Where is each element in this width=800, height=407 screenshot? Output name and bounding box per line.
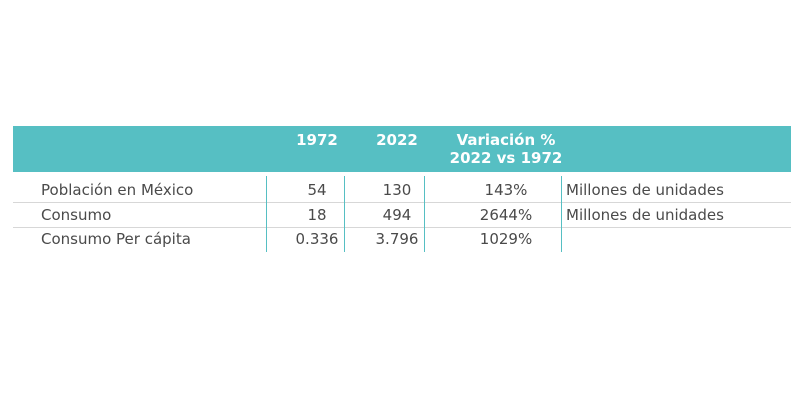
row-label: Consumo [41,206,112,224]
cell-2022: 130 [382,181,412,199]
cell-2022: 494 [382,206,412,224]
cell-variation: 1029% [479,230,533,248]
cell-2022: 3.796 [375,230,419,248]
table-header: 1972 2022 Variación % 2022 vs 1972 [13,126,791,172]
table-row: Consumo Per cápita 0.336 3.796 1029% [13,227,791,251]
header-variation: Variación % 2022 vs 1972 [437,131,575,167]
table-body: Población en México 54 130 143% Millones… [13,172,791,254]
column-divider [266,176,267,252]
cell-variation: 143% [484,181,528,199]
row-label: Consumo Per cápita [41,230,191,248]
header-1972: 1972 [296,131,338,149]
header-variation-line1: Variación % [456,131,556,149]
column-divider [561,176,562,252]
cell-unit: Millones de unidades [566,181,724,199]
cell-1972: 18 [307,206,327,224]
cell-1972: 54 [307,181,327,199]
column-divider [424,176,425,252]
cell-unit: Millones de unidades [566,206,724,224]
table-row: Población en México 54 130 143% Millones… [13,178,791,203]
header-variation-line2: 2022 vs 1972 [449,149,563,167]
cell-1972: 0.336 [295,230,339,248]
data-table: 1972 2022 Variación % 2022 vs 1972 Pobla… [13,126,791,254]
table-row: Consumo 18 494 2644% Millones de unidade… [13,203,791,228]
cell-variation: 2644% [479,206,533,224]
column-divider [344,176,345,252]
row-label: Población en México [41,181,194,199]
header-2022: 2022 [376,131,418,149]
